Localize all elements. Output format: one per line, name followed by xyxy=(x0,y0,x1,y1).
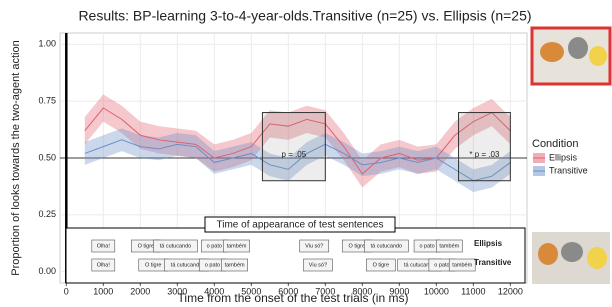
chart-title: Results: BP-learning 3-to-4-year-olds.Tr… xyxy=(78,8,531,24)
word-label: o pato xyxy=(434,262,449,268)
word-label: O tigre xyxy=(349,243,366,249)
x-tick-label: 11000 xyxy=(461,286,485,296)
significance-label: * p = .03 xyxy=(469,150,500,159)
sentence-panel xyxy=(66,228,525,283)
word-label: o pato xyxy=(419,243,434,249)
x-tick-label: 4000 xyxy=(204,286,224,296)
x-tick-label: 12000 xyxy=(498,286,523,296)
word-label: também xyxy=(452,262,472,268)
x-tick-label: 3000 xyxy=(167,286,187,296)
x-tick-label: 0 xyxy=(64,286,69,296)
word-label: Olha! xyxy=(97,262,111,268)
word-label: O tigre xyxy=(373,262,390,268)
legend-label: Transitive xyxy=(549,165,588,175)
word-label: Viu só? xyxy=(305,243,323,249)
x-tick-label: 1000 xyxy=(93,286,113,296)
x-tick-label: 7000 xyxy=(315,286,335,296)
word-label: o pato xyxy=(207,243,222,249)
y-axis-label: Proportion of looks towards the two-agen… xyxy=(10,40,22,275)
y-tick-label: 0.00 xyxy=(38,266,56,276)
word-label: também xyxy=(439,243,459,249)
significance-box xyxy=(459,113,511,181)
x-tick-label: 6000 xyxy=(278,286,298,296)
word-label: tá cutucando xyxy=(371,243,403,249)
x-tick-label: 8000 xyxy=(352,286,372,296)
sentence-title: Time of appearance of test sentences xyxy=(217,220,384,231)
word-label: também xyxy=(227,243,247,249)
row-label: Transitive xyxy=(474,258,512,267)
x-tick-label: 5000 xyxy=(241,286,261,296)
y-tick-label: 0.75 xyxy=(38,96,56,106)
word-label: o pato xyxy=(205,262,220,268)
y-tick-label: 1.00 xyxy=(38,39,56,49)
y-tick-label: 0.25 xyxy=(38,209,56,219)
word-label: O tigre xyxy=(145,262,162,268)
toy-image xyxy=(532,28,610,84)
significance-label: p = .05 xyxy=(282,150,307,159)
word-label: Olha! xyxy=(97,243,111,249)
word-label: Viu só? xyxy=(309,262,327,268)
word-label: tá cutucando xyxy=(160,243,192,249)
x-tick-label: 10000 xyxy=(424,286,449,296)
legend-title: Condition xyxy=(532,138,578,150)
word-label: também xyxy=(225,262,245,268)
chart: Results: BP-learning 3-to-4-year-olds.Tr… xyxy=(0,0,612,307)
toy-image xyxy=(532,232,610,284)
row-label: Ellipsis xyxy=(474,239,503,248)
x-tick-label: 9000 xyxy=(389,286,409,296)
x-tick-label: 2000 xyxy=(130,286,150,296)
word-label: O tigre xyxy=(138,243,155,249)
y-tick-label: 0.50 xyxy=(38,152,56,162)
legend-label: Ellipsis xyxy=(549,152,578,162)
significance-box xyxy=(262,113,325,181)
word-label: tá cutucando xyxy=(171,262,203,268)
